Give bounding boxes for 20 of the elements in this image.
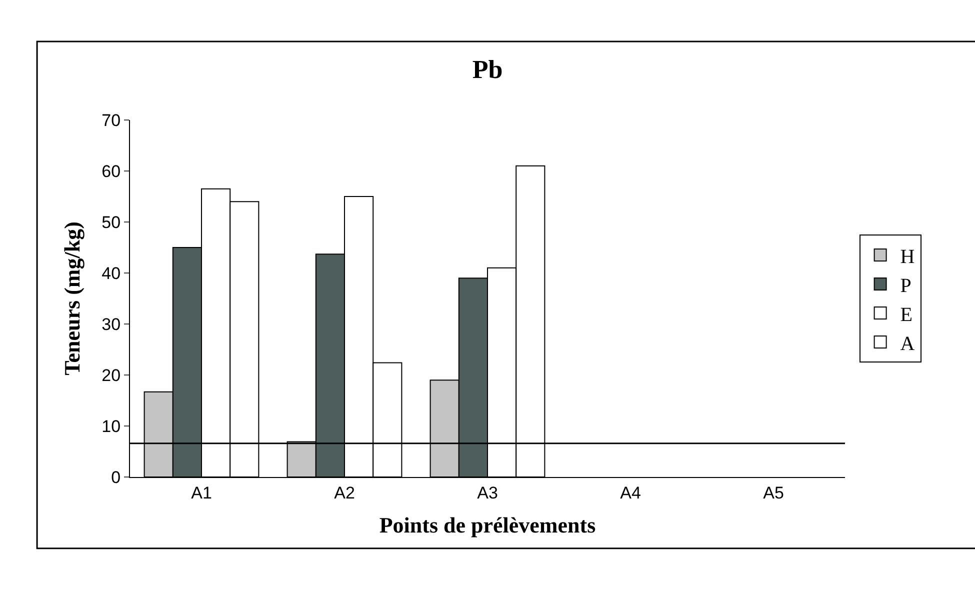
y-tick-label: 60 [102,162,121,181]
y-axis-title: Teneurs (mg/kg) [59,222,84,376]
x-tick-label: A4 [620,483,641,502]
y-tick-label: 20 [102,366,121,385]
y-tick-label: 30 [102,314,121,334]
legend-label: H [900,246,915,268]
y-tick-label: 70 [102,110,121,130]
y-tick-label: 10 [102,416,121,436]
legend-label: E [900,304,913,326]
y-tick-label: 0 [111,468,121,487]
y-tick-label: 40 [102,264,121,283]
y-tick-label: 50 [102,212,121,232]
x-tick-label: A5 [763,483,784,502]
legend-label: P [900,274,912,297]
chart-title: Pb [472,54,503,84]
legend-label: A [900,332,916,355]
x-tick-label: A1 [191,483,212,502]
x-tick-label: A3 [477,483,498,502]
x-axis-title: Points de prélèvements [379,512,596,538]
x-tick-label: A2 [334,483,355,502]
